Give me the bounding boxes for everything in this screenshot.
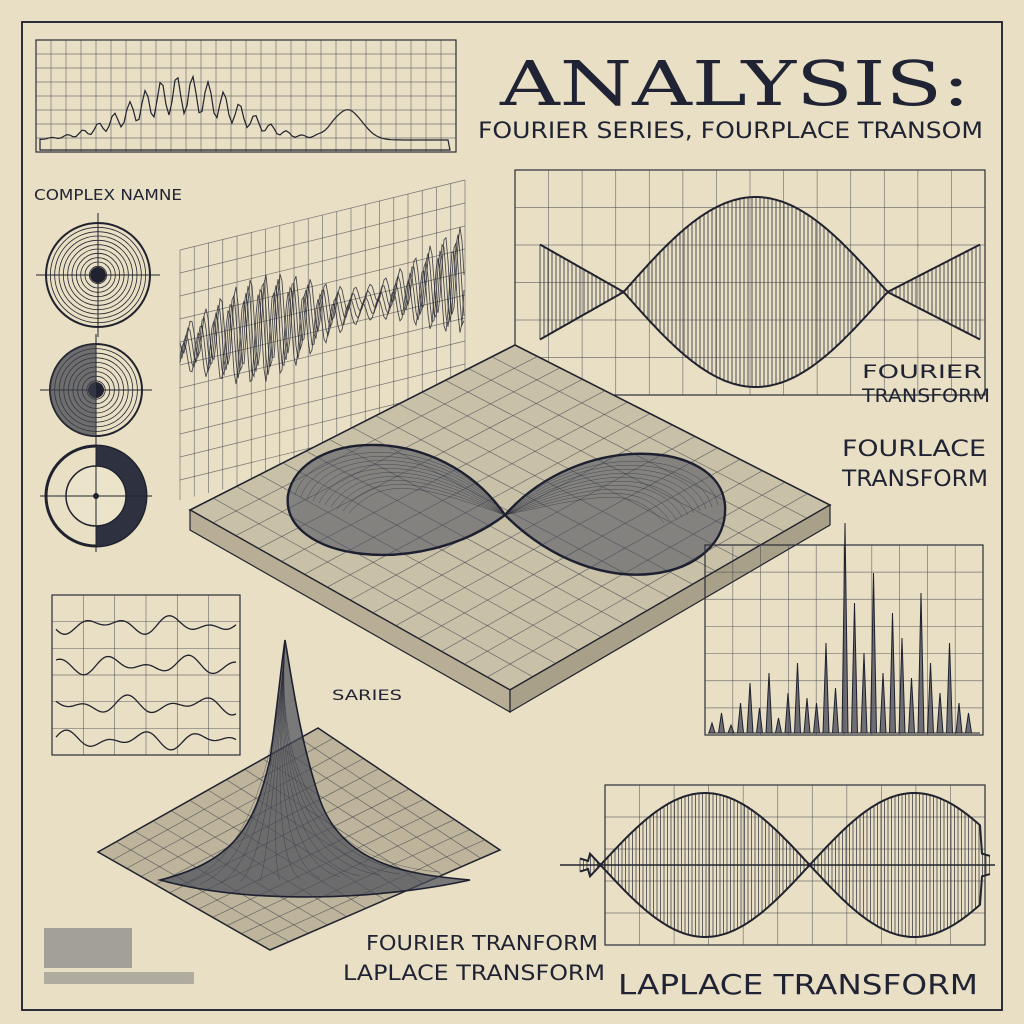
small-signal-grid-plot	[51, 594, 241, 756]
double-envelope-plot	[560, 784, 995, 946]
fourier-tranform-bottom-label: FOURIER TRANFORM	[366, 931, 598, 955]
ring-diagram-3	[40, 440, 152, 552]
page-border	[21, 21, 1003, 1011]
laplace-transform-bottom-label: LAPLACE TRANSFORM	[343, 961, 605, 985]
fourlace-label-line1: FOURLACE	[842, 437, 986, 462]
spike-spectrum-plot	[704, 522, 984, 736]
envelope-signal-plot	[514, 169, 986, 396]
fourier-transform-label-right-2: TRANSFORM	[861, 385, 990, 407]
page-subtitle: FOURIER SERIES, FOURPLACE TRANSOM	[478, 119, 983, 144]
isometric-surface-plot	[188, 344, 832, 714]
fourlace-label-line2: TRANSFORM	[841, 467, 988, 492]
peak-surface-plot	[96, 639, 502, 951]
series-small-label: SARIES	[332, 688, 402, 704]
fourier-transform-label-right: FOURIER	[862, 361, 982, 383]
page-title: ANALYSIS:	[499, 47, 970, 120]
complex-name-label: COMPLEX NAMNE	[34, 186, 182, 204]
concentric-circle-diagram-2	[40, 334, 152, 446]
top-left-spectrum-plot	[35, 39, 457, 153]
concentric-circle-diagram-1	[36, 213, 160, 337]
laplace-transform-corner-label: LAPLACE TRANSFORM	[618, 968, 978, 1001]
stamp-box	[44, 928, 194, 984]
